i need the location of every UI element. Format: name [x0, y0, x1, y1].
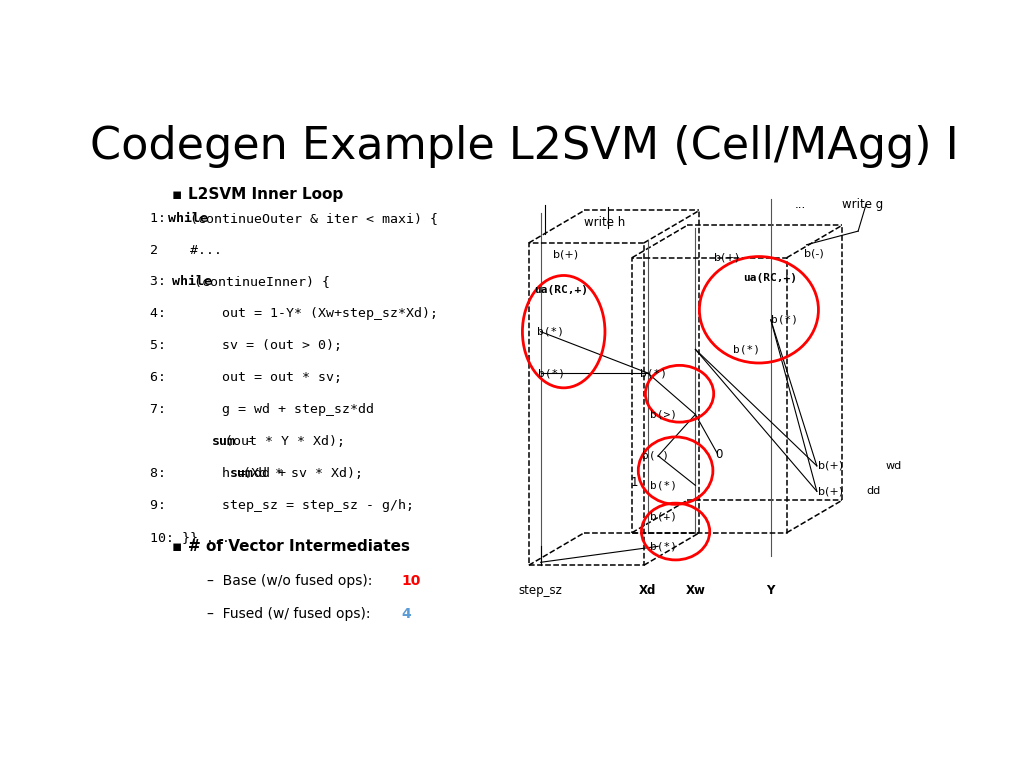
- Text: 4: 4: [401, 607, 412, 621]
- Text: 1: 1: [631, 476, 639, 489]
- Text: write g: write g: [842, 198, 884, 211]
- Text: b(-): b(-): [642, 451, 670, 461]
- Text: ▪: ▪: [172, 538, 182, 554]
- Text: (continueInner) {: (continueInner) {: [195, 276, 331, 289]
- Text: 4:       out = 1-Y* (Xw+step_sz*Xd);: 4: out = 1-Y* (Xw+step_sz*Xd);: [151, 307, 438, 320]
- Bar: [632, 258, 786, 533]
- Text: ua(RC,+): ua(RC,+): [743, 273, 797, 283]
- Text: b(*): b(*): [733, 344, 760, 354]
- Text: 3:: 3:: [151, 276, 190, 289]
- Text: 2    #...: 2 #...: [151, 243, 222, 257]
- Text: while: while: [172, 276, 212, 289]
- Text: b(*): b(*): [537, 326, 563, 336]
- Text: 7:       g = wd + step_sz*dd: 7: g = wd + step_sz*dd: [151, 403, 374, 416]
- Text: dd: dd: [866, 486, 881, 496]
- Bar: [528, 243, 644, 565]
- Text: Xw: Xw: [685, 584, 706, 598]
- Text: ua(RC,+): ua(RC,+): [535, 285, 589, 295]
- Text: b(+): b(+): [553, 250, 578, 260]
- Text: 10: 10: [401, 574, 421, 588]
- Text: ▪: ▪: [172, 187, 182, 202]
- Text: b(*): b(*): [650, 541, 677, 551]
- Text: b(*): b(*): [771, 315, 798, 325]
- Text: step_sz: step_sz: [519, 584, 562, 598]
- Text: b(+): b(+): [818, 486, 844, 496]
- Text: b(*): b(*): [650, 481, 677, 491]
- Text: 5:       sv = (out > 0);: 5: sv = (out > 0);: [151, 339, 342, 353]
- Text: 8:       h = dd +: 8: h = dd +: [151, 467, 294, 480]
- Text: 9:       step_sz = step_sz - g/h;: 9: step_sz = step_sz - g/h;: [151, 499, 415, 512]
- Text: 6:       out = out * sv;: 6: out = out * sv;: [151, 371, 342, 384]
- Text: b(+): b(+): [650, 511, 677, 521]
- Text: -: -: [151, 435, 262, 449]
- Text: # of Vector Intermediates: # of Vector Intermediates: [187, 538, 410, 554]
- Text: while: while: [168, 212, 208, 224]
- Text: write h: write h: [585, 216, 626, 229]
- Text: ...: ...: [795, 198, 806, 211]
- Text: (out * Y * Xd);: (out * Y * Xd);: [225, 435, 345, 449]
- Text: Y: Y: [767, 584, 775, 598]
- Text: (continueOuter & iter < maxi) {: (continueOuter & iter < maxi) {: [190, 212, 438, 224]
- Text: b(-): b(-): [804, 248, 824, 258]
- Text: b(*): b(*): [640, 368, 667, 378]
- Text: sum: sum: [212, 435, 237, 449]
- Text: Codegen Example L2SVM (Cell/MAgg) I: Codegen Example L2SVM (Cell/MAgg) I: [90, 124, 959, 167]
- Text: (Xd * sv * Xd);: (Xd * sv * Xd);: [243, 467, 362, 480]
- Text: sum: sum: [229, 467, 254, 480]
- Text: wd: wd: [886, 461, 902, 471]
- Text: –  Fused (w/ fused ops):: – Fused (w/ fused ops):: [207, 607, 375, 621]
- Text: –  Base (w/o fused ops):: – Base (w/o fused ops):: [207, 574, 377, 588]
- Text: Xd: Xd: [639, 584, 656, 598]
- Text: 1:: 1:: [151, 212, 182, 224]
- Text: 0: 0: [715, 448, 723, 461]
- Text: 10: }} ...: 10: }} ...: [151, 531, 230, 544]
- Text: b(*): b(*): [539, 368, 565, 378]
- Text: L2SVM Inner Loop: L2SVM Inner Loop: [187, 187, 343, 202]
- Text: b(>): b(>): [650, 409, 677, 419]
- Text: b(+): b(+): [714, 253, 738, 263]
- Text: b(+): b(+): [818, 461, 844, 471]
